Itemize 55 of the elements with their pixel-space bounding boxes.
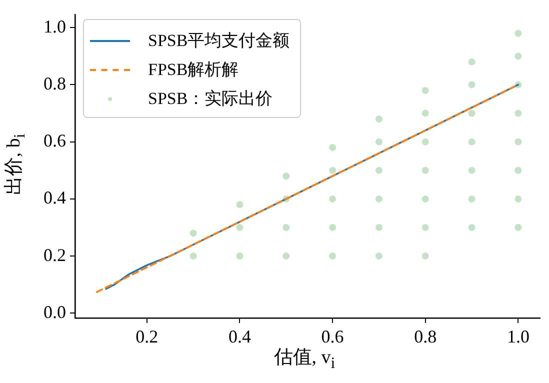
point [514, 224, 522, 231]
point [468, 138, 476, 146]
y-tick-label: 0.6 [44, 130, 66, 151]
point [375, 195, 382, 202]
point [514, 110, 522, 117]
y-tick-label: 1.0 [44, 16, 66, 36]
point [514, 195, 522, 202]
point [375, 138, 382, 146]
x-axis-title: 估值, v$_{i}$ [274, 347, 336, 372]
point [236, 201, 244, 208]
point [282, 252, 290, 260]
point [514, 52, 522, 60]
y-tick-label: 0.0 [44, 302, 66, 322]
legend-label: SPSB平均支付金额 [148, 30, 290, 52]
point [236, 252, 244, 260]
x-tick-label: 1.0 [506, 326, 530, 347]
point [514, 166, 522, 174]
point [375, 166, 382, 174]
point [190, 252, 197, 260]
point [236, 224, 244, 231]
point [422, 195, 429, 202]
y-tick-label: 0.8 [44, 73, 66, 94]
y-tick-label: 0.2 [44, 244, 66, 265]
point [375, 116, 382, 123]
point [329, 195, 336, 202]
x-tick-label: 0.4 [228, 326, 251, 347]
x-tick-label: 0.6 [321, 326, 344, 347]
y-tick-label: 0.4 [44, 188, 66, 208]
legend-label: SPSB：实际出价 [148, 88, 273, 110]
point [422, 138, 429, 146]
point [422, 86, 429, 94]
point [422, 224, 429, 231]
x-tick-label: 0.2 [136, 326, 158, 347]
point [375, 224, 382, 231]
point [422, 166, 429, 174]
point [329, 144, 336, 152]
point [422, 110, 429, 117]
point [282, 224, 290, 231]
point [468, 81, 476, 88]
point [375, 252, 382, 260]
point [329, 252, 336, 260]
point [422, 252, 429, 260]
point [468, 110, 476, 117]
point [468, 58, 476, 66]
point [329, 166, 336, 174]
point [329, 224, 336, 231]
x-tick-label: 0.8 [414, 326, 437, 347]
point [468, 195, 476, 202]
point [190, 230, 197, 237]
point [468, 166, 476, 174]
point [514, 30, 522, 37]
point [514, 138, 522, 146]
legend-label: FPSB解析解 [148, 59, 239, 81]
point [468, 224, 476, 231]
point [282, 172, 290, 180]
